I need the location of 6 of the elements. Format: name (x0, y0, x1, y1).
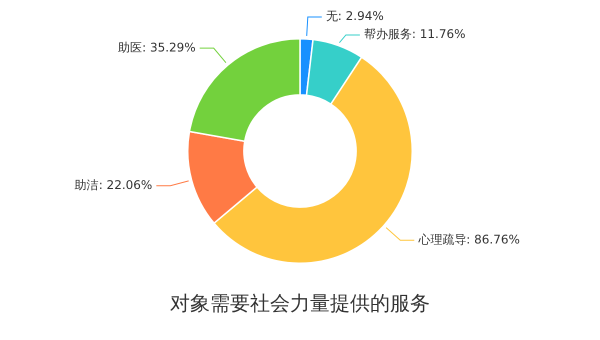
slice-label: 无: 2.94% (326, 9, 384, 24)
text: 对象需要社会力量提供的服务 (169, 290, 431, 317)
slice-label: 助医: 35.29% (118, 40, 196, 54)
slice-label: 帮办服务: 11.76% (364, 27, 466, 42)
slice-label: 助洁: 22.06% (74, 178, 152, 192)
slice-label: 心理疏导: 86.76% (417, 232, 520, 246)
